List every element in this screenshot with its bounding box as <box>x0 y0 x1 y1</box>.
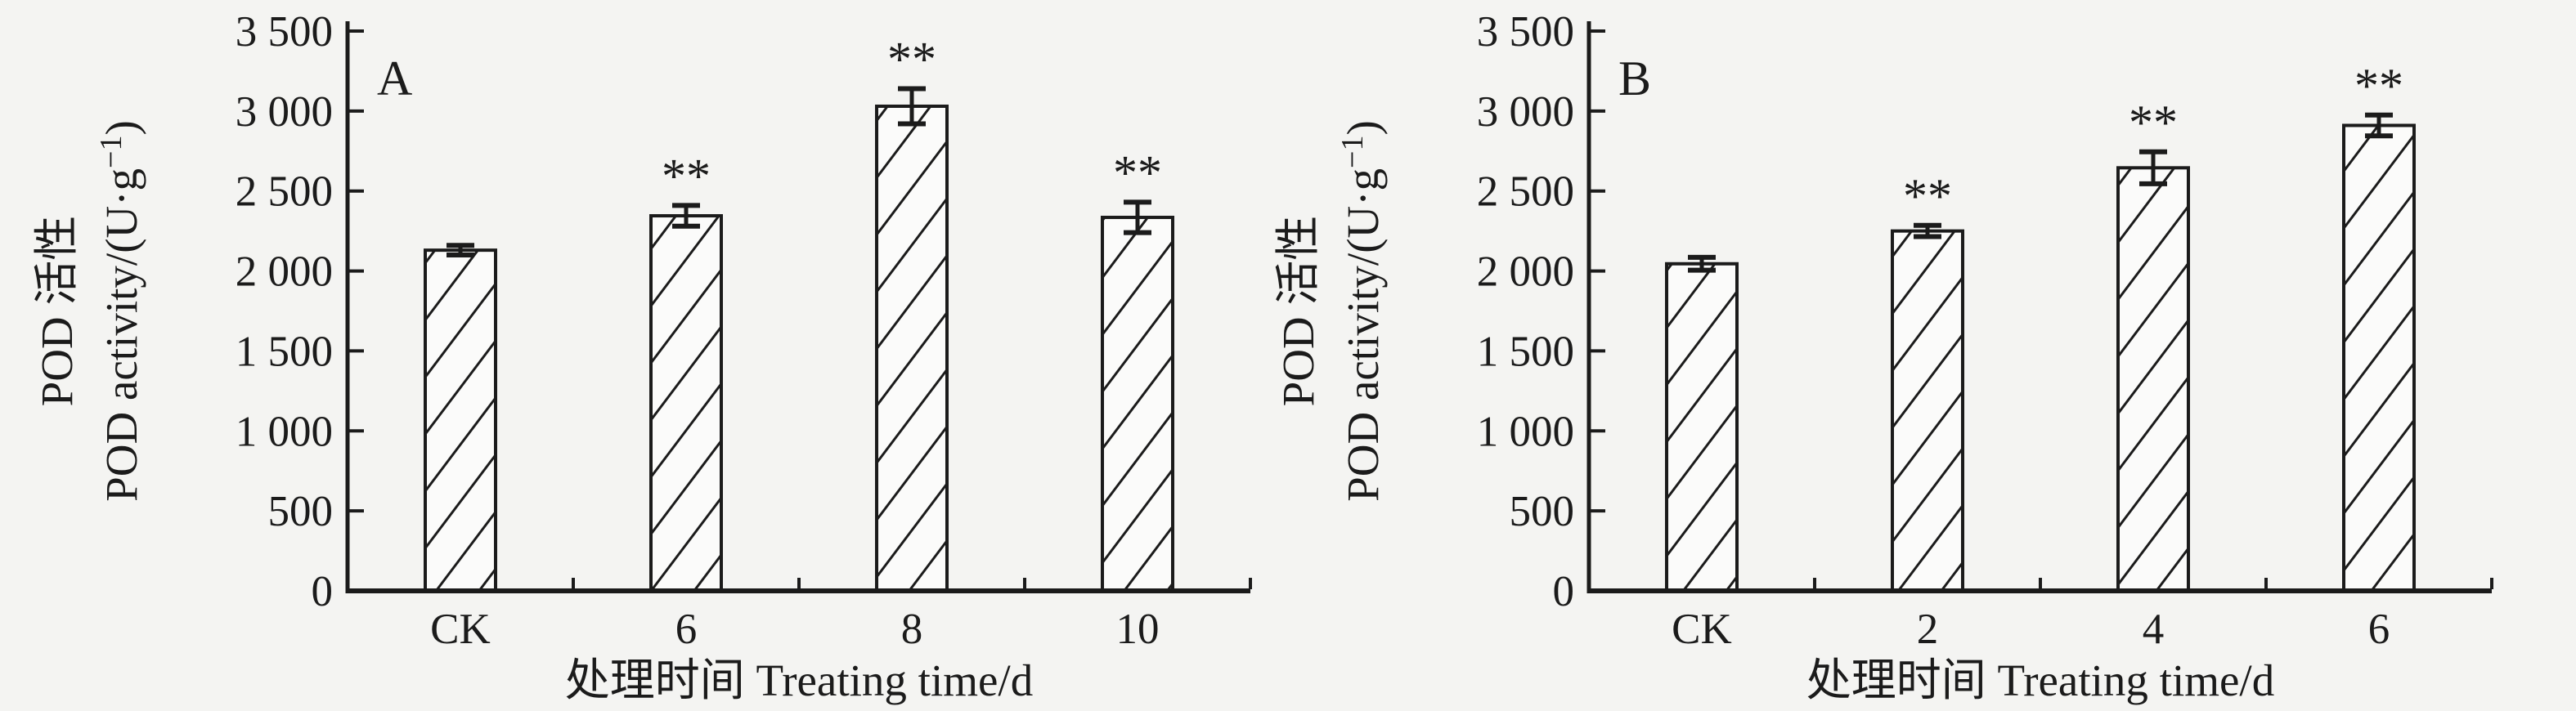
x-tick-label: 6 <box>2368 606 2390 653</box>
significance-stars: ** <box>887 32 936 86</box>
y-tick-label: 2 000 <box>1477 248 1574 296</box>
y-tick-label: 2 000 <box>236 248 333 296</box>
significance-stars: ** <box>662 149 711 203</box>
y-axis-title-cn: POD 活性 <box>32 216 82 407</box>
axes <box>345 21 1250 593</box>
y-tick-label: 3 500 <box>236 8 333 56</box>
significance-stars: ** <box>2354 59 2403 113</box>
x-axis-title: 处理时间 Treating time/d <box>565 655 1033 705</box>
x-tick-label: 8 <box>901 606 923 653</box>
bar-CK <box>424 243 497 592</box>
bars-group: ** ** ** <box>424 32 1174 592</box>
error-bar <box>447 243 474 257</box>
error-bar <box>1914 222 1941 239</box>
panel-A: ** ** ** 0 500 1 000 1 500 2 000 2 500 3 000 3 500… <box>32 8 1252 705</box>
y-tick-label: 3 000 <box>1477 88 1574 136</box>
x-tick-label: CK <box>1672 606 1732 653</box>
x-tick-label: 6 <box>675 606 698 653</box>
x-tick-label: 2 <box>1917 606 1939 653</box>
panel-letter: B <box>1618 51 1651 105</box>
error-bar <box>2139 149 2167 186</box>
y-ticks: 0 500 1 000 1 500 2 000 2 500 3 000 3 500 <box>1477 8 1605 615</box>
error-bar <box>2365 112 2393 139</box>
y-tick-label: 3 000 <box>236 88 333 136</box>
error-bar <box>1124 199 1151 235</box>
y-tick-label: 0 <box>1553 568 1575 615</box>
x-ticks <box>1813 578 2493 589</box>
bar-2: ** <box>1891 169 1964 592</box>
bar-6: ** <box>649 149 723 592</box>
bar-8: ** <box>875 32 949 592</box>
x-ticks <box>572 578 1252 589</box>
bar-CK <box>1665 254 1739 592</box>
significance-stars: ** <box>1113 145 1162 199</box>
significance-stars: ** <box>1903 169 1952 223</box>
y-tick-label: 500 <box>268 488 334 535</box>
y-ticks: 0 500 1 000 1 500 2 000 2 500 3 000 3 500 <box>236 8 364 615</box>
y-tick-label: 1 500 <box>1477 328 1574 375</box>
bar-6: ** <box>2342 59 2416 592</box>
error-bar <box>672 203 700 229</box>
x-tick-label: 10 <box>1116 606 1160 653</box>
y-tick-label: 1 000 <box>1477 408 1574 455</box>
x-tick-label: CK <box>430 606 491 653</box>
significance-stars: ** <box>2129 96 2178 150</box>
error-bar <box>898 86 926 127</box>
bar-10: ** <box>1101 145 1174 592</box>
panel-letter: A <box>377 51 412 105</box>
x-axis-title: 处理时间 Treating time/d <box>1806 655 2274 705</box>
y-tick-label: 2 500 <box>236 168 333 216</box>
error-bar <box>1688 254 1716 273</box>
axes <box>1586 21 2492 593</box>
y-tick-label: 0 <box>312 568 334 615</box>
panel-B: ** ** ** 0 500 1 000 1 500 2 000 2 500 3 000 3 500… <box>1273 8 2493 705</box>
y-axis-title-cn: POD 活性 <box>1273 216 1323 407</box>
y-axis-title-en: POD activity/(U·g−1) <box>1335 120 1388 502</box>
x-tick-label: 4 <box>2143 606 2165 653</box>
y-tick-label: 1 000 <box>236 408 333 455</box>
y-tick-label: 2 500 <box>1477 168 1574 216</box>
bars-group: ** ** ** <box>1665 59 2416 593</box>
y-tick-label: 3 500 <box>1477 8 1574 56</box>
y-tick-label: 1 500 <box>236 328 333 375</box>
y-axis-title-en: POD activity/(U·g−1) <box>94 120 146 502</box>
y-tick-label: 500 <box>1510 488 1575 535</box>
bar-4: ** <box>2116 96 2190 593</box>
